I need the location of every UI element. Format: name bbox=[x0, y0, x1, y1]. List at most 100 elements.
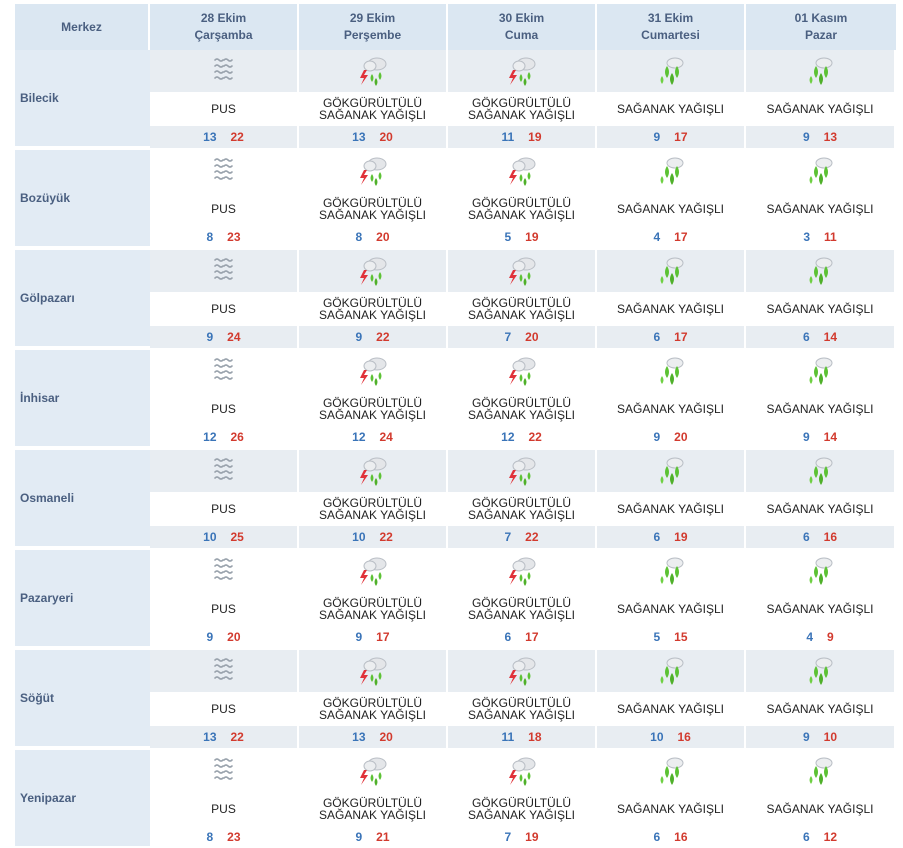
temp-low: 8 bbox=[206, 230, 214, 244]
temperature: 6 17 bbox=[448, 626, 597, 648]
temperature: 6 16 bbox=[597, 826, 746, 848]
condition-line: PUS bbox=[211, 202, 236, 216]
temperature: 6 12 bbox=[746, 826, 896, 848]
condition-text: PUS bbox=[150, 692, 299, 726]
temperature: 6 16 bbox=[746, 526, 896, 548]
condition-text: SAĞANAK YAĞIŞLI bbox=[746, 92, 896, 126]
condition-text: SAĞANAK YAĞIŞLI bbox=[746, 692, 896, 726]
condition-text: SAĞANAK YAĞIŞLI bbox=[597, 92, 746, 126]
temp-low: 13 bbox=[203, 730, 217, 744]
temp-low: 10 bbox=[352, 530, 366, 544]
condition-text: SAĞANAK YAĞIŞLI bbox=[597, 392, 746, 426]
condition-text: GÖKGÜRÜLTÜLÜ SAĞANAK YAĞIŞLI bbox=[448, 792, 597, 826]
condition-line: GÖKGÜRÜLTÜLÜ bbox=[471, 396, 572, 410]
city-desc-row: PUS GÖKGÜRÜLTÜLÜ SAĞANAK YAĞIŞLI GÖKGÜRÜLTÜ… bbox=[15, 792, 896, 826]
thunder-shower-icon bbox=[448, 50, 597, 92]
condition-text: SAĞANAK YAĞIŞLI bbox=[746, 392, 896, 426]
condition-line: SAĞANAK YAĞIŞLI bbox=[766, 302, 874, 316]
temperature: 8 23 bbox=[150, 226, 299, 248]
temp-high: 24 bbox=[227, 330, 241, 344]
temp-low: 9 bbox=[355, 830, 363, 844]
shower-icon bbox=[746, 650, 896, 692]
condition-text: SAĞANAK YAĞIŞLI bbox=[597, 192, 746, 226]
temp-low: 9 bbox=[206, 630, 214, 644]
condition-line: GÖKGÜRÜLTÜLÜ bbox=[322, 396, 423, 410]
condition-line: SAĞANAK YAĞIŞLI bbox=[319, 408, 426, 422]
temp-low: 8 bbox=[355, 230, 363, 244]
thunder-shower-icon bbox=[299, 450, 448, 492]
condition-line: PUS bbox=[211, 502, 236, 516]
temp-high: 22 bbox=[528, 430, 542, 444]
temp-low: 10 bbox=[650, 730, 664, 744]
condition-line: GÖKGÜRÜLTÜLÜ bbox=[322, 496, 423, 510]
condition-line: GÖKGÜRÜLTÜLÜ bbox=[471, 596, 572, 610]
temp-low: 10 bbox=[203, 530, 217, 544]
temperature: 11 18 bbox=[448, 726, 597, 748]
condition-text: GÖKGÜRÜLTÜLÜ SAĞANAK YAĞIŞLI bbox=[448, 392, 597, 426]
temp-high: 20 bbox=[379, 730, 393, 744]
header-day-4: 31 Ekim Cumartesi bbox=[597, 4, 746, 50]
condition-line: SAĞANAK YAĞIŞLI bbox=[319, 308, 426, 322]
condition-line: SAĞANAK YAĞIŞLI bbox=[468, 808, 575, 822]
shower-icon bbox=[597, 550, 746, 592]
temperature: 7 19 bbox=[448, 826, 597, 848]
temp-high: 20 bbox=[674, 430, 688, 444]
condition-text: PUS bbox=[150, 392, 299, 426]
condition-line: SAĞANAK YAĞIŞLI bbox=[319, 208, 426, 222]
temp-high: 20 bbox=[227, 630, 241, 644]
condition-line: SAĞANAK YAĞIŞLI bbox=[766, 402, 874, 416]
temp-high: 11 bbox=[824, 230, 837, 244]
temp-low: 11 bbox=[501, 730, 515, 744]
condition-line: SAĞANAK YAĞIŞLI bbox=[766, 602, 874, 616]
condition-line: GÖKGÜRÜLTÜLÜ bbox=[322, 296, 423, 310]
header-weekday: Pazar bbox=[804, 28, 838, 42]
city-desc-row: PUS GÖKGÜRÜLTÜLÜ SAĞANAK YAĞIŞLI GÖKGÜRÜLTÜ… bbox=[15, 592, 896, 626]
temp-high: 17 bbox=[376, 630, 390, 644]
city-desc-row: PUS GÖKGÜRÜLTÜLÜ SAĞANAK YAĞIŞLI GÖKGÜRÜLTÜ… bbox=[15, 292, 896, 326]
city-icon-row: Pazaryeri bbox=[15, 550, 896, 648]
condition-line: SAĞANAK YAĞIŞLI bbox=[319, 808, 426, 822]
temperature: 13 20 bbox=[299, 726, 448, 748]
temp-high: 13 bbox=[823, 130, 838, 144]
condition-line: SAĞANAK YAĞIŞLI bbox=[766, 502, 874, 516]
temperature: 13 22 bbox=[150, 126, 299, 148]
city-name: Bozüyük bbox=[15, 150, 150, 248]
temp-low: 4 bbox=[806, 630, 813, 644]
header-date: 28 Ekim bbox=[200, 11, 247, 25]
condition-text: GÖKGÜRÜLTÜLÜ SAĞANAK YAĞIŞLI bbox=[299, 292, 448, 326]
condition-text: SAĞANAK YAĞIŞLI bbox=[746, 292, 896, 326]
temp-high: 23 bbox=[227, 830, 241, 844]
temp-low: 6 bbox=[802, 330, 810, 344]
condition-text: PUS bbox=[150, 792, 299, 826]
thunder-shower-icon bbox=[448, 150, 597, 192]
row-separator-cell bbox=[15, 548, 896, 550]
temp-low: 7 bbox=[504, 330, 512, 344]
condition-line: PUS bbox=[211, 702, 236, 716]
condition-line: PUS bbox=[211, 602, 236, 616]
condition-line: PUS bbox=[211, 302, 236, 316]
temp-high: 23 bbox=[227, 230, 241, 244]
condition-text: SAĞANAK YAĞIŞLI bbox=[597, 292, 746, 326]
city-icon-row: Osmaneli bbox=[15, 450, 896, 548]
temp-low: 12 bbox=[203, 430, 217, 444]
shower-icon bbox=[746, 750, 896, 792]
temp-high: 22 bbox=[230, 730, 244, 744]
city-name: Pazaryeri bbox=[15, 550, 150, 648]
city-desc-row: PUS GÖKGÜRÜLTÜLÜ SAĞANAK YAĞIŞLI GÖKGÜRÜLTÜ… bbox=[15, 92, 896, 126]
temp-high: 20 bbox=[379, 130, 393, 144]
header-weekday: Perşembe bbox=[343, 28, 402, 42]
condition-line: GÖKGÜRÜLTÜLÜ bbox=[471, 196, 572, 210]
condition-text: GÖKGÜRÜLTÜLÜ SAĞANAK YAĞIŞLI bbox=[299, 792, 448, 826]
row-separator bbox=[15, 448, 896, 450]
temperature: 7 22 bbox=[448, 526, 597, 548]
condition-text: GÖKGÜRÜLTÜLÜ SAĞANAK YAĞIŞLI bbox=[448, 692, 597, 726]
header-date: 29 Ekim bbox=[349, 11, 396, 25]
city-desc-row: PUS GÖKGÜRÜLTÜLÜ SAĞANAK YAĞIŞLI GÖKGÜRÜLTÜ… bbox=[15, 192, 896, 226]
city-name: Yenipazar bbox=[15, 750, 150, 848]
temp-high: 15 bbox=[674, 630, 688, 644]
temp-low: 9 bbox=[653, 130, 661, 144]
shower-icon bbox=[746, 550, 896, 592]
temperature: 9 17 bbox=[299, 626, 448, 648]
